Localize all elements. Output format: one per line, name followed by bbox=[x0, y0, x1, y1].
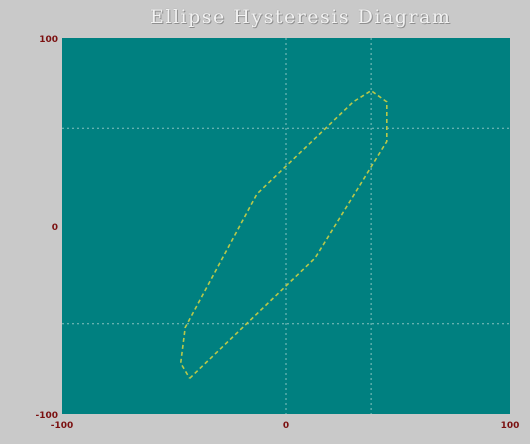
y-tick-label: -100 bbox=[35, 411, 58, 421]
x-tick-label: -100 bbox=[51, 421, 74, 431]
x-tick-label: 100 bbox=[501, 421, 520, 431]
chart-title: Ellipse Hysteresis Diagram bbox=[150, 6, 452, 28]
x-tick-label: 0 bbox=[283, 421, 289, 431]
plot-area bbox=[62, 38, 510, 414]
y-tick-label: 0 bbox=[52, 223, 58, 233]
y-tick-label: 100 bbox=[39, 35, 58, 45]
series-line bbox=[179, 89, 388, 379]
